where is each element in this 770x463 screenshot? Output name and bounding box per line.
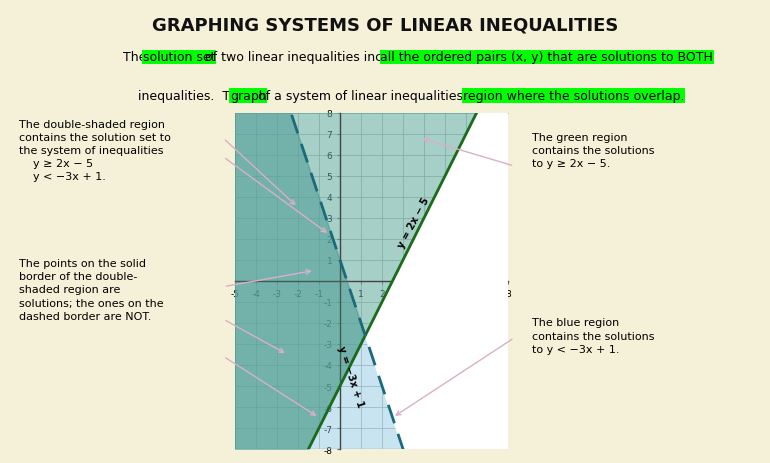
Text: inequalities.  The: inequalities. The <box>138 90 249 103</box>
Text: The blue region
contains the solutions
to y < −3x + 1.: The blue region contains the solutions t… <box>532 318 654 354</box>
Text: of a system of linear inequalities is the: of a system of linear inequalities is th… <box>254 90 506 103</box>
Text: of two linear inequalities includes: of two linear inequalities includes <box>201 51 420 64</box>
Text: GRAPHING SYSTEMS OF LINEAR INEQUALITIES: GRAPHING SYSTEMS OF LINEAR INEQUALITIES <box>152 16 618 34</box>
Text: The: The <box>123 51 151 64</box>
Text: graph: graph <box>229 90 266 103</box>
Text: solution set: solution set <box>142 51 215 64</box>
Text: The double-shaded region
contains the solution set to
the system of inequalities: The double-shaded region contains the so… <box>19 119 171 182</box>
Text: region where the solutions overlap.: region where the solutions overlap. <box>463 90 684 103</box>
Text: all the ordered pairs (x, y) that are solutions to BOTH: all the ordered pairs (x, y) that are so… <box>380 51 713 64</box>
Text: The green region
contains the solutions
to y ≥ 2x − 5.: The green region contains the solutions … <box>532 132 654 169</box>
Text: y = 2x − 5: y = 2x − 5 <box>396 195 431 250</box>
Text: The points on the solid
border of the double-
shaded region are
solutions; the o: The points on the solid border of the do… <box>19 258 164 321</box>
Text: y = −3x + 1: y = −3x + 1 <box>336 344 365 407</box>
